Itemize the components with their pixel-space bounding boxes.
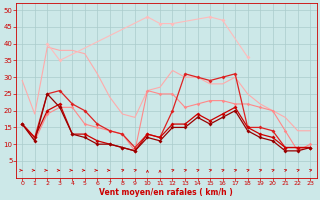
X-axis label: Vent moyen/en rafales ( km/h ): Vent moyen/en rafales ( km/h ) [100,188,233,197]
